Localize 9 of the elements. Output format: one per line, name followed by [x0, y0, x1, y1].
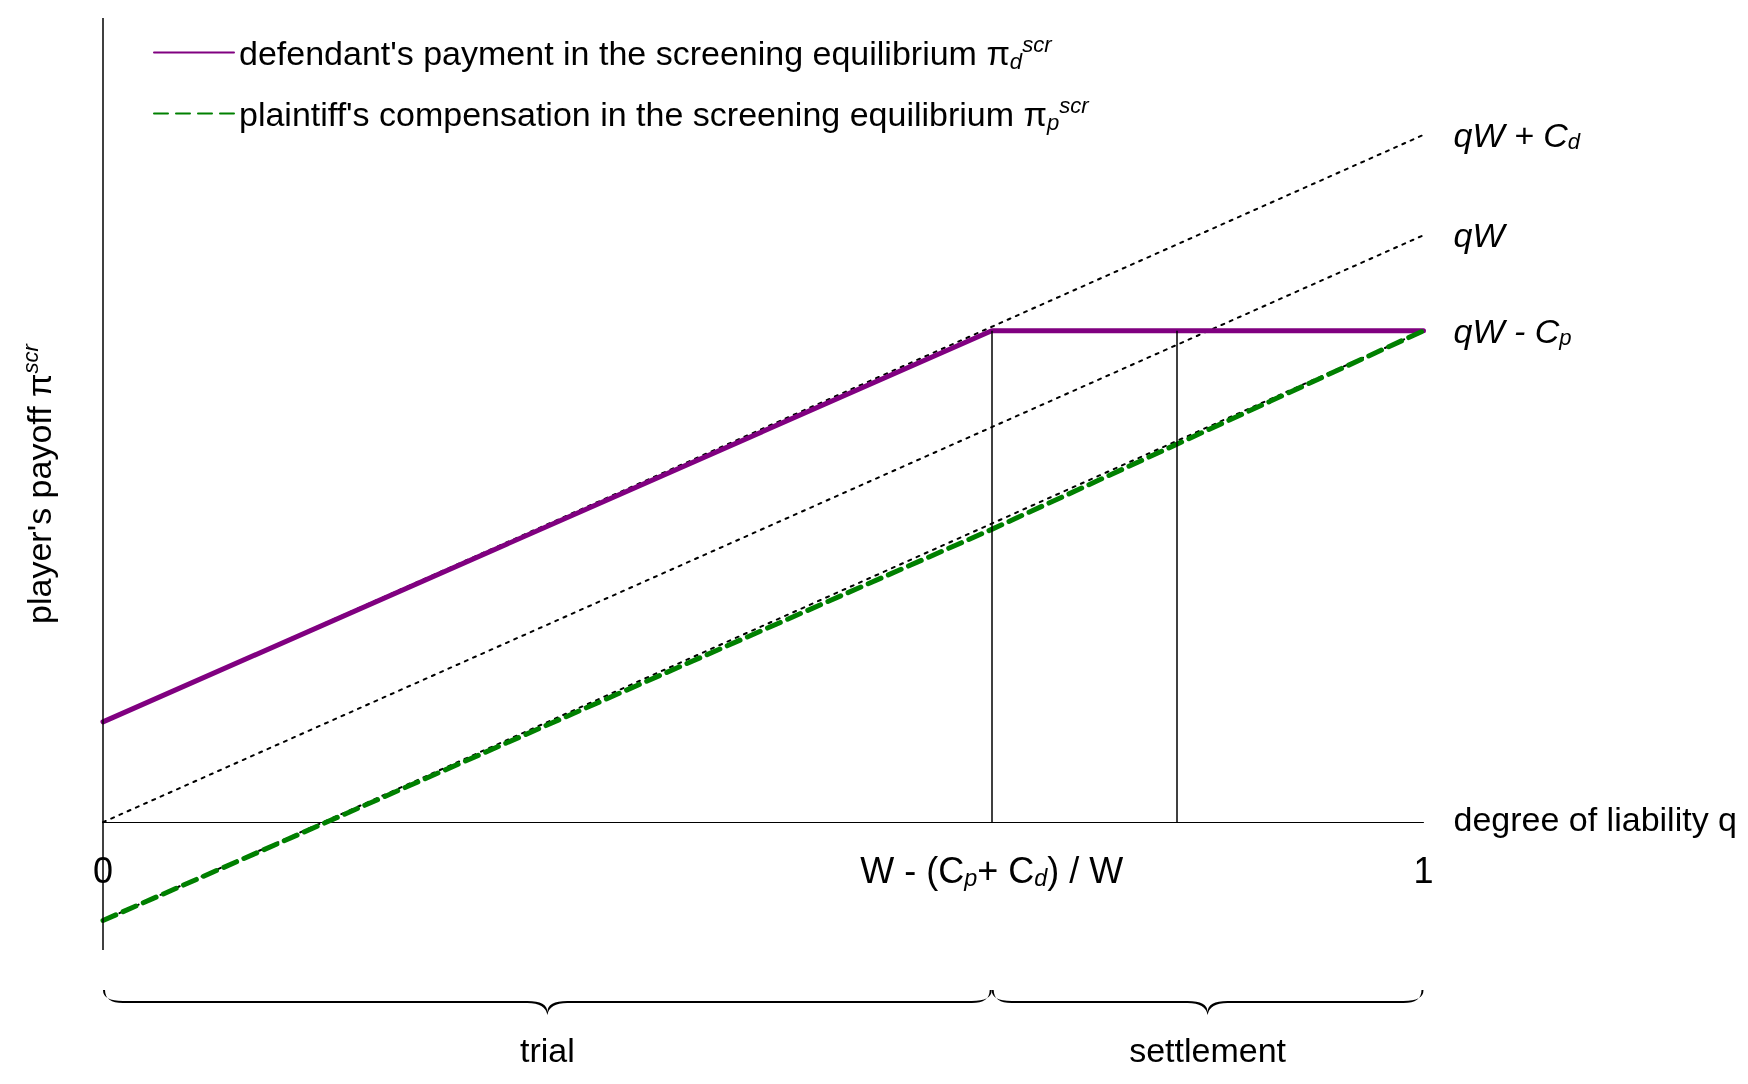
text: settlement: [1129, 1031, 1287, 1069]
series-label: qW + Cd: [1453, 115, 1581, 155]
series-label: qW - Cp: [1453, 311, 1572, 351]
text: trial: [519, 1031, 575, 1069]
x-tick-label: 1: [1413, 849, 1434, 891]
series-label: qW: [1453, 216, 1508, 255]
x-tick-label: W - (Cp+ Cd) / W: [860, 850, 1124, 892]
x-axis-title: degree of liability q: [1453, 800, 1738, 838]
y-axis-title: player's payoff πscr: [17, 342, 58, 624]
